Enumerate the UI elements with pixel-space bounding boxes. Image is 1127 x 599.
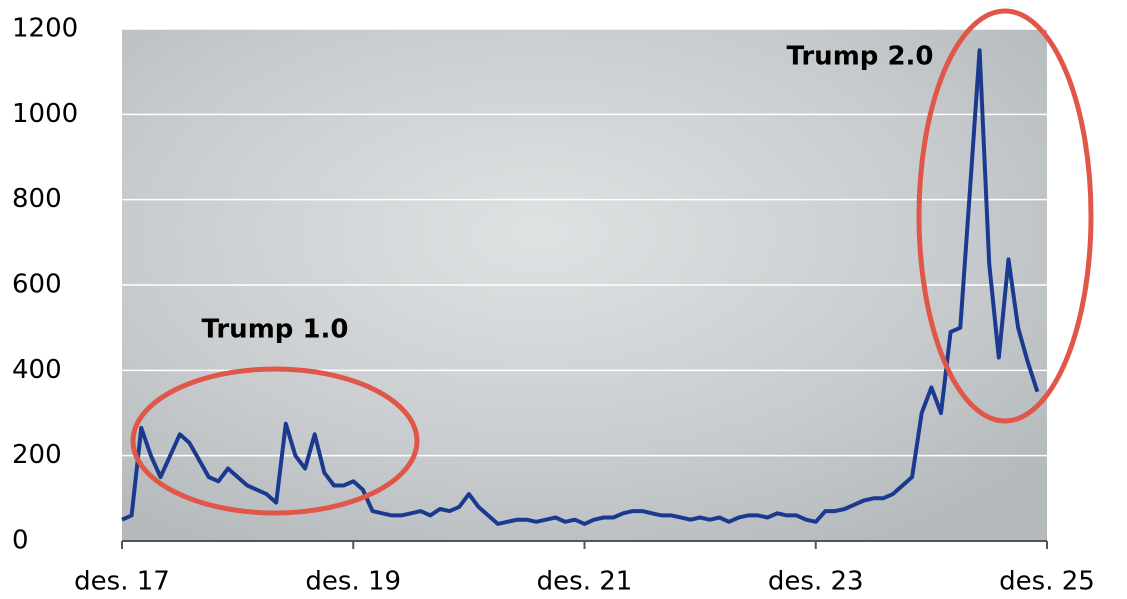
y-tick-label: 1000 <box>12 99 78 129</box>
y-tick-label: 1200 <box>12 14 78 44</box>
y-tick-label: 800 <box>12 184 62 214</box>
x-tick-label: des. 21 <box>537 567 633 597</box>
annotation: Trump 1.0 <box>201 315 348 345</box>
y-tick-label: 0 <box>12 526 29 556</box>
x-tick-label: des. 23 <box>768 567 864 597</box>
y-tick-label: 400 <box>12 355 62 385</box>
marks <box>121 48 1040 526</box>
annotation: Trump 2.0 <box>786 42 933 72</box>
series-line <box>121 48 1040 526</box>
x-tick-label: des. 17 <box>74 567 170 597</box>
x-tick-label: des. 25 <box>999 567 1095 597</box>
y-tick-label: 600 <box>12 270 62 300</box>
x-tick-label: des. 19 <box>305 567 401 597</box>
highlight-ellipse <box>130 366 420 516</box>
y-tick-label: 200 <box>12 440 62 470</box>
highlight-ellipse <box>916 8 1094 424</box>
